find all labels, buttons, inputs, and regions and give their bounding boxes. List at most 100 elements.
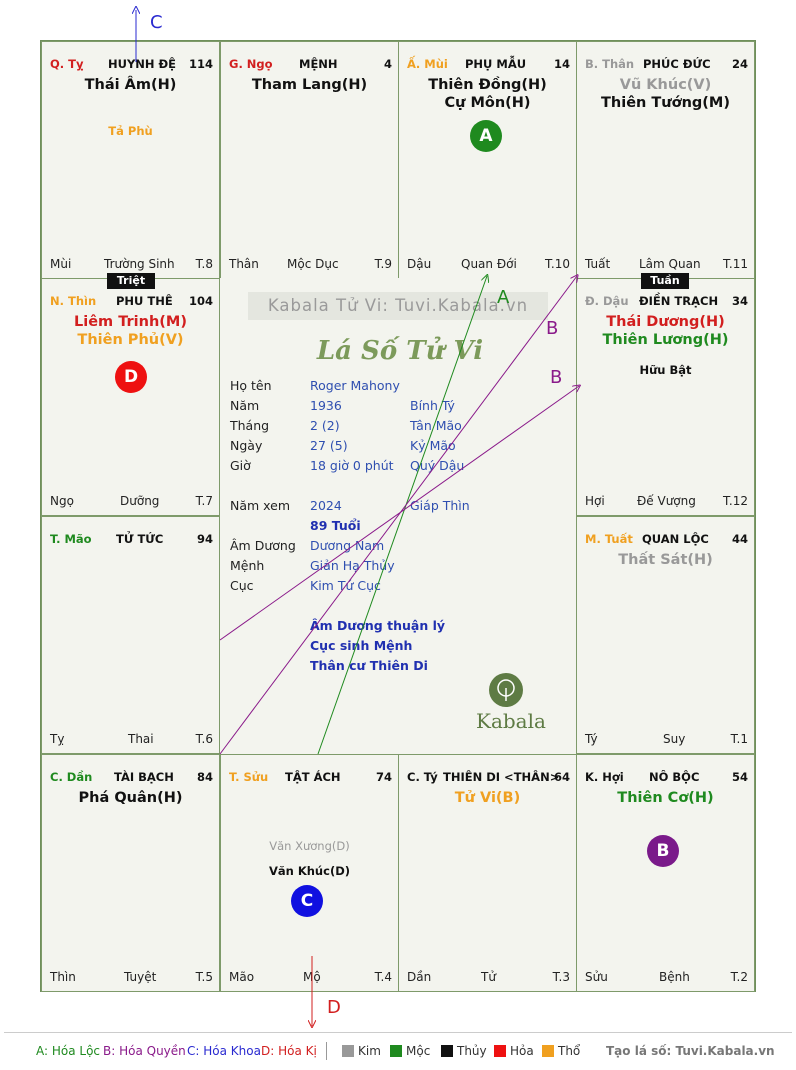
palace-dien-trach: Đ. Dậu ĐIỀN TRẠCH 34 Thái Dương(H) Thiên Lư… — [576, 278, 755, 516]
palace-branch-bottom: Dần — [407, 970, 432, 984]
palace-branch: G. Ngọ — [229, 57, 273, 71]
palace-stage: Thai — [128, 732, 154, 746]
center-note: Thân cư Thiên Di — [310, 658, 428, 673]
arrow-b2 — [219, 386, 579, 641]
palace-name: ĐIỀN TRẠCH — [639, 294, 719, 308]
hoa-ki-marker: D — [115, 361, 147, 393]
hoa-swatch — [494, 1045, 506, 1057]
palace-name: NÔ BỘC — [649, 770, 700, 784]
palace-branch-bottom: Sửu — [585, 970, 608, 984]
main-star: Thiên Phủ(V) — [77, 332, 184, 348]
palace-name: PHÚC ĐỨC — [643, 57, 711, 71]
palace-month: T.5 — [195, 970, 213, 984]
info-value: 2 (2) — [310, 418, 340, 433]
main-star: Thiên Cơ(H) — [617, 790, 714, 806]
palace-number: 24 — [731, 57, 748, 71]
minor-star: Văn Xương(D) — [269, 839, 350, 853]
legend-moc: Mộc — [406, 1044, 431, 1058]
chart-title: Lá Số Tử Vi — [316, 336, 484, 366]
moc-swatch — [390, 1045, 402, 1057]
palace-number: 64 — [553, 770, 570, 784]
info-value: 1936 — [310, 398, 342, 413]
palace-number: 54 — [731, 770, 748, 784]
palace-name: QUAN LỘC — [642, 532, 709, 546]
tuan-badge: Tuần — [641, 273, 689, 289]
info-extra: Giáp Thìn — [410, 498, 470, 513]
info-label: Năm xem — [230, 498, 291, 513]
palace-month: T.9 — [374, 257, 392, 271]
info-label: Giờ — [230, 458, 251, 473]
info-value: Dương Nam — [310, 538, 385, 553]
info-extra: Bính Tý — [410, 398, 455, 413]
palace-month: T.2 — [730, 970, 748, 984]
logo-text: Kabala — [476, 709, 546, 733]
thuy-swatch — [441, 1045, 453, 1057]
info-value: 2024 — [310, 498, 342, 513]
palace-huynh-de: Q. Tỵ HUYNH ĐỆ 114 Thái Âm(H) Tả Phù Mùi Tr… — [41, 41, 220, 279]
palace-number: 84 — [196, 770, 213, 784]
legend-hoa-khoa: C: Hóa Khoa — [187, 1044, 261, 1058]
main-star: Liêm Trinh(M) — [74, 314, 187, 330]
palace-number: 4 — [383, 57, 392, 71]
main-star: Thiên Lương(H) — [602, 332, 729, 348]
minor-star: Văn Khúc(D) — [268, 864, 350, 878]
palace-branch-bottom: Mão — [229, 970, 255, 984]
palace-phuc-duc: B. Thân PHÚC ĐỨC 24 Vũ Khúc(V) Thiên Tướng(… — [576, 41, 755, 279]
info-label: Mệnh — [230, 558, 265, 573]
legend-hoa: Hỏa — [510, 1044, 534, 1058]
info-value: Roger Mahony — [310, 378, 400, 393]
palace-number: 94 — [196, 532, 213, 546]
tho-swatch — [542, 1045, 554, 1057]
info-label: Năm — [230, 398, 260, 413]
palace-branch: K. Hợi — [585, 770, 624, 784]
palace-name: TẬT ÁCH — [285, 770, 341, 784]
palace-branch: B. Thân — [585, 57, 635, 71]
palace-phu-the: N. Thìn PHU THÊ 104 Liêm Trinh(M) Thiên Phủ… — [41, 278, 220, 516]
palace-branch: Đ. Dậu — [585, 294, 629, 308]
palace-branch-bottom: Thân — [229, 257, 259, 271]
info-value: 89 Tuổi — [310, 518, 361, 533]
arrow-label-d: D — [327, 997, 341, 1018]
main-star: Thiên Đồng(H) — [428, 77, 547, 93]
legend-footer: A: Hóa Lộc B: Hóa Quyền C: Hóa Khoa D: H… — [0, 1040, 796, 1064]
palace-number: 44 — [731, 532, 748, 546]
palace-branch: N. Thìn — [50, 294, 97, 308]
palace-phu-mau: Ấ. Mùi PHỤ MẪU 14 Thiên Đồng(H) Cự Môn(H) D… — [398, 41, 577, 279]
legend-kim: Kim — [358, 1044, 381, 1058]
hoa-khoa-marker: C — [291, 885, 323, 917]
palace-stage: Bệnh — [659, 970, 690, 984]
minor-star: Tả Phù — [108, 124, 153, 138]
palace-tat-ach: T. Sửu TẬT ÁCH 74 Văn Xương(D) Văn Khúc(D)… — [220, 754, 399, 992]
palace-menh: G. Ngọ MỆNH 4 Tham Lang(H) Thân Mộc Dục T.9 — [220, 41, 399, 279]
legend-hoa-loc: A: Hóa Lộc — [36, 1044, 101, 1058]
info-value: 27 (5) — [310, 438, 348, 453]
site-link[interactable]: Tạo lá số: Tuvi.Kabala.vn — [606, 1044, 775, 1058]
palace-number: 14 — [553, 57, 570, 71]
kim-swatch — [342, 1045, 354, 1057]
main-star: Vũ Khúc(V) — [619, 77, 712, 93]
palace-stage: Dưỡng — [120, 494, 160, 508]
main-star: Tử Vi(B) — [454, 790, 521, 806]
footer-divider — [4, 1032, 792, 1033]
main-star: Cự Môn(H) — [444, 95, 531, 111]
palace-month: T.1 — [730, 732, 748, 746]
palace-stage: Tuyệt — [124, 970, 157, 984]
info-label: Cục — [230, 578, 254, 593]
palace-branch-bottom: Tý — [585, 732, 598, 746]
main-star: Phá Quân(H) — [78, 790, 183, 806]
palace-stage: Lâm Quan — [639, 257, 701, 271]
palace-name: TỬ TỨC — [116, 532, 164, 546]
palace-number: 74 — [375, 770, 392, 784]
palace-stage: Suy — [663, 732, 686, 746]
triet-badge: Triệt — [107, 273, 155, 289]
palace-stage: Trường Sinh — [104, 257, 175, 271]
arrow-label-b2: B — [550, 367, 563, 388]
palace-branch-bottom: Thìn — [50, 970, 76, 984]
palace-branch: Ấ. Mùi — [407, 57, 448, 71]
palace-month: T.11 — [723, 257, 748, 271]
info-extra: Tân Mão — [410, 418, 462, 433]
palace-name: PHU THÊ — [116, 294, 173, 308]
legend-tho: Thổ — [558, 1044, 581, 1058]
palace-branch: T. Mão — [50, 532, 92, 546]
arrow-label-b1: B — [546, 318, 559, 339]
